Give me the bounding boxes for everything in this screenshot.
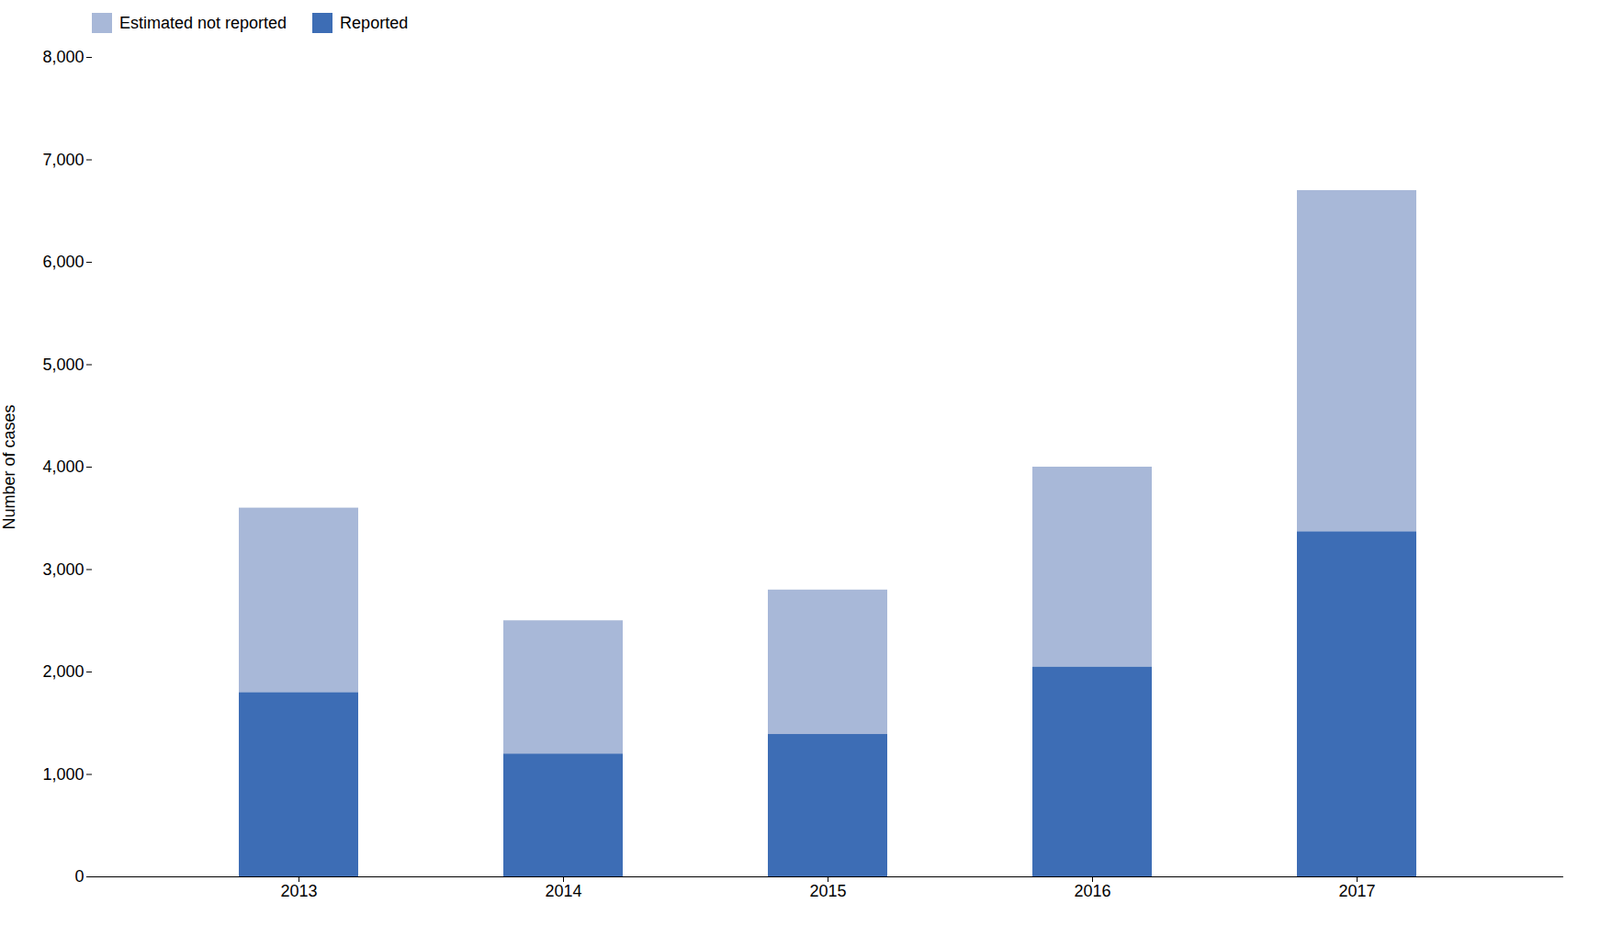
svg-text:2016: 2016 bbox=[1073, 881, 1111, 901]
svg-text:2014: 2014 bbox=[544, 881, 582, 901]
svg-text:2017: 2017 bbox=[1338, 881, 1375, 901]
svg-text:6,000: 6,000 bbox=[42, 252, 84, 271]
svg-text:1,000: 1,000 bbox=[42, 765, 84, 784]
svg-text:7,000: 7,000 bbox=[42, 150, 84, 170]
svg-text:0: 0 bbox=[74, 867, 84, 886]
svg-text:2015: 2015 bbox=[809, 881, 846, 901]
html-text:Estimated not reported: Estimated not reported bbox=[119, 13, 287, 32]
svg-text:8,000: 8,000 bbox=[42, 47, 84, 67]
svg-text:5,000: 5,000 bbox=[42, 355, 84, 374]
svg-text:2,000: 2,000 bbox=[42, 662, 84, 681]
svg-text:2013: 2013 bbox=[280, 881, 317, 901]
svg-text:3,000: 3,000 bbox=[42, 560, 84, 579]
svg-text:Number of cases: Number of cases bbox=[0, 404, 19, 530]
html-text:Reported: Reported bbox=[339, 13, 408, 32]
svg-text:4,000: 4,000 bbox=[42, 457, 84, 476]
